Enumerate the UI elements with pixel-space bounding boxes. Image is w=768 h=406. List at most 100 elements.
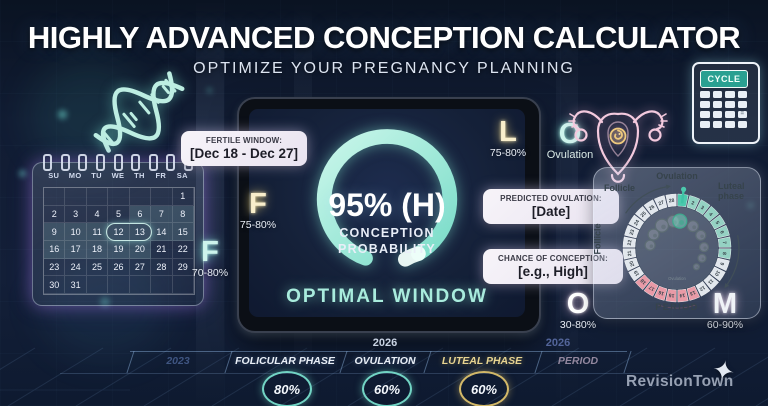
- svg-text:28: 28: [669, 198, 675, 205]
- cycle-calculator-icon: CYCLE =: [692, 62, 760, 144]
- calendar-day-cell: 23: [44, 258, 66, 277]
- chance-of-conception-callout: CHANCE OF CONCEPTION: [e.g., High]: [483, 249, 623, 284]
- svg-text:21: 21: [627, 250, 634, 256]
- page-title: HIGHLY ADVANCED CONCEPTION CALCULATOR: [27, 20, 741, 55]
- svg-text:24: 24: [633, 219, 641, 227]
- svg-text:20: 20: [629, 260, 637, 267]
- calendar-day-header: WE: [111, 171, 125, 180]
- marker-letter: O: [566, 288, 590, 320]
- calendar-day-cell: 28: [151, 258, 173, 277]
- glow-dot: [748, 203, 753, 208]
- cycle-wheel-svg: 1234567891011121314151617181920212223242…: [622, 184, 740, 309]
- calendar-binding-rings: [43, 154, 193, 171]
- calendar-day-cell: 27: [129, 258, 152, 277]
- calendar-day-cell: [151, 276, 173, 294]
- fertile-window-value: [Dec 18 - Dec 27]: [189, 146, 299, 161]
- binding-ring: [43, 154, 52, 171]
- ambient-glow: [40, 250, 170, 360]
- chance-of-conception-value: [e.g., High]: [518, 264, 588, 279]
- calculator-keys: =: [700, 91, 747, 128]
- svg-text:14: 14: [679, 292, 685, 299]
- conception-probability-value: 95% (H): [328, 187, 446, 223]
- marker-letter: F: [201, 236, 219, 268]
- svg-text:22: 22: [627, 239, 634, 245]
- svg-text:19: 19: [633, 269, 641, 277]
- calendar-day-header: TU: [91, 171, 102, 180]
- perspective-grid: [0, 347, 768, 406]
- svg-text:8: 8: [721, 252, 727, 256]
- calendar-day-cell: [65, 188, 87, 206]
- dna-icon: [84, 58, 194, 166]
- optimal-window-status: OPTIMAL WINDOW: [286, 286, 488, 307]
- binding-ring: [113, 154, 123, 171]
- predicted-ovulation-value: [Date]: [531, 204, 571, 219]
- marker-letter: F: [249, 188, 267, 220]
- uterus-icon: [566, 84, 670, 188]
- svg-text:23: 23: [629, 229, 637, 236]
- calendar-day-cell: [108, 188, 130, 206]
- glow-dot: [58, 110, 67, 119]
- calendar-panel: SU MO TU WE TH FR SA 1 2 3 4 5 6 7 8 9 10 11 12 13 14 15 16 17…: [32, 154, 204, 306]
- calendar-day-cell: 15: [172, 223, 194, 241]
- calendar-day-header: SU: [48, 171, 60, 180]
- marker-letter: M: [699, 290, 751, 319]
- calendar-grid: 1 2 3 4 5 6 7 8 9 10 11 12 13 14 15 16 17 18 19 20 21 22 23 24 2…: [43, 187, 195, 295]
- svg-text:5: 5: [714, 220, 721, 226]
- calendar-day-cell: 19: [108, 240, 130, 259]
- gauge-label-line1: CONCEPTION: [339, 226, 435, 240]
- calendar-day-cell: 25: [86, 258, 109, 277]
- calendar-day-cell: 20: [129, 240, 152, 259]
- calendar-day-cell: 4: [86, 205, 109, 224]
- calendar-day-cell: [129, 188, 152, 206]
- calendar-day-cell: 6: [129, 205, 152, 224]
- fertile-window-callout: FERTILE WINDOW: [Dec 18 - Dec 27]: [181, 131, 307, 166]
- calendar-day-cell: [86, 188, 109, 206]
- calendar-day-cell: 16: [44, 240, 66, 259]
- calendar-day-cell: [44, 188, 66, 206]
- wheel-label-follicle-side: Follicle: [592, 223, 603, 255]
- svg-text:3: 3: [699, 205, 705, 212]
- svg-text:6: 6: [718, 230, 725, 235]
- marker-follicular-left: F 70-80%: [184, 236, 236, 280]
- calendar-day-cell: [172, 276, 194, 294]
- calendar-day-cell: 21: [151, 240, 173, 259]
- calendar-day-header: SA: [176, 171, 188, 180]
- marker-range: 30-80%: [559, 319, 597, 331]
- fertile-window-label: FERTILE WINDOW:: [205, 136, 283, 145]
- calendar-day-cell: 2: [44, 205, 66, 224]
- calculator-equals-key: =: [737, 111, 747, 118]
- glow-dot: [100, 297, 110, 307]
- marker-luteal-top: L 75-80%: [480, 116, 536, 160]
- calendar-day-cell: [129, 276, 152, 294]
- wheel-label-ovulation: Ovulation: [656, 171, 698, 181]
- calendar-day-cell: 17: [65, 240, 87, 259]
- calendar-day-cell: 14: [151, 223, 173, 241]
- binding-ring: [166, 154, 176, 171]
- svg-text:15: 15: [668, 292, 674, 299]
- calendar-day-cell: 18: [86, 240, 109, 259]
- wheel-label-follicle: Follicle: [604, 183, 636, 193]
- calendar-day-cell: 3: [65, 205, 87, 224]
- calendar-day-cell: 9: [44, 223, 66, 241]
- svg-text:12: 12: [698, 284, 706, 292]
- calendar-day-cell: 7: [151, 205, 173, 224]
- marker-ovulation-bottom: O 30-80%: [552, 288, 604, 332]
- svg-text:26: 26: [648, 204, 656, 212]
- marker-range: 75-80%: [489, 147, 527, 159]
- svg-text:17: 17: [648, 284, 656, 292]
- glow-dot: [19, 170, 26, 177]
- marker-range: 60-90%: [706, 319, 744, 331]
- svg-text:Ovulation: Ovulation: [668, 276, 686, 281]
- marker-letter: L: [499, 116, 517, 148]
- calendar-day-header: MO: [68, 171, 82, 180]
- binding-ring: [78, 154, 88, 171]
- calendar-day-cell: 24: [65, 258, 87, 277]
- calendar-day-cell: 29: [172, 258, 194, 277]
- svg-text:27: 27: [658, 200, 665, 208]
- marker-menstrual-right: M 60-90%: [699, 290, 751, 332]
- marker-follicular-mid: F 75-80%: [232, 188, 284, 232]
- svg-text:11: 11: [706, 277, 714, 285]
- svg-text:18: 18: [639, 277, 647, 285]
- light-beam: [196, 0, 224, 406]
- predicted-ovulation-callout: PREDICTED OVULATION: [Date]: [483, 189, 619, 224]
